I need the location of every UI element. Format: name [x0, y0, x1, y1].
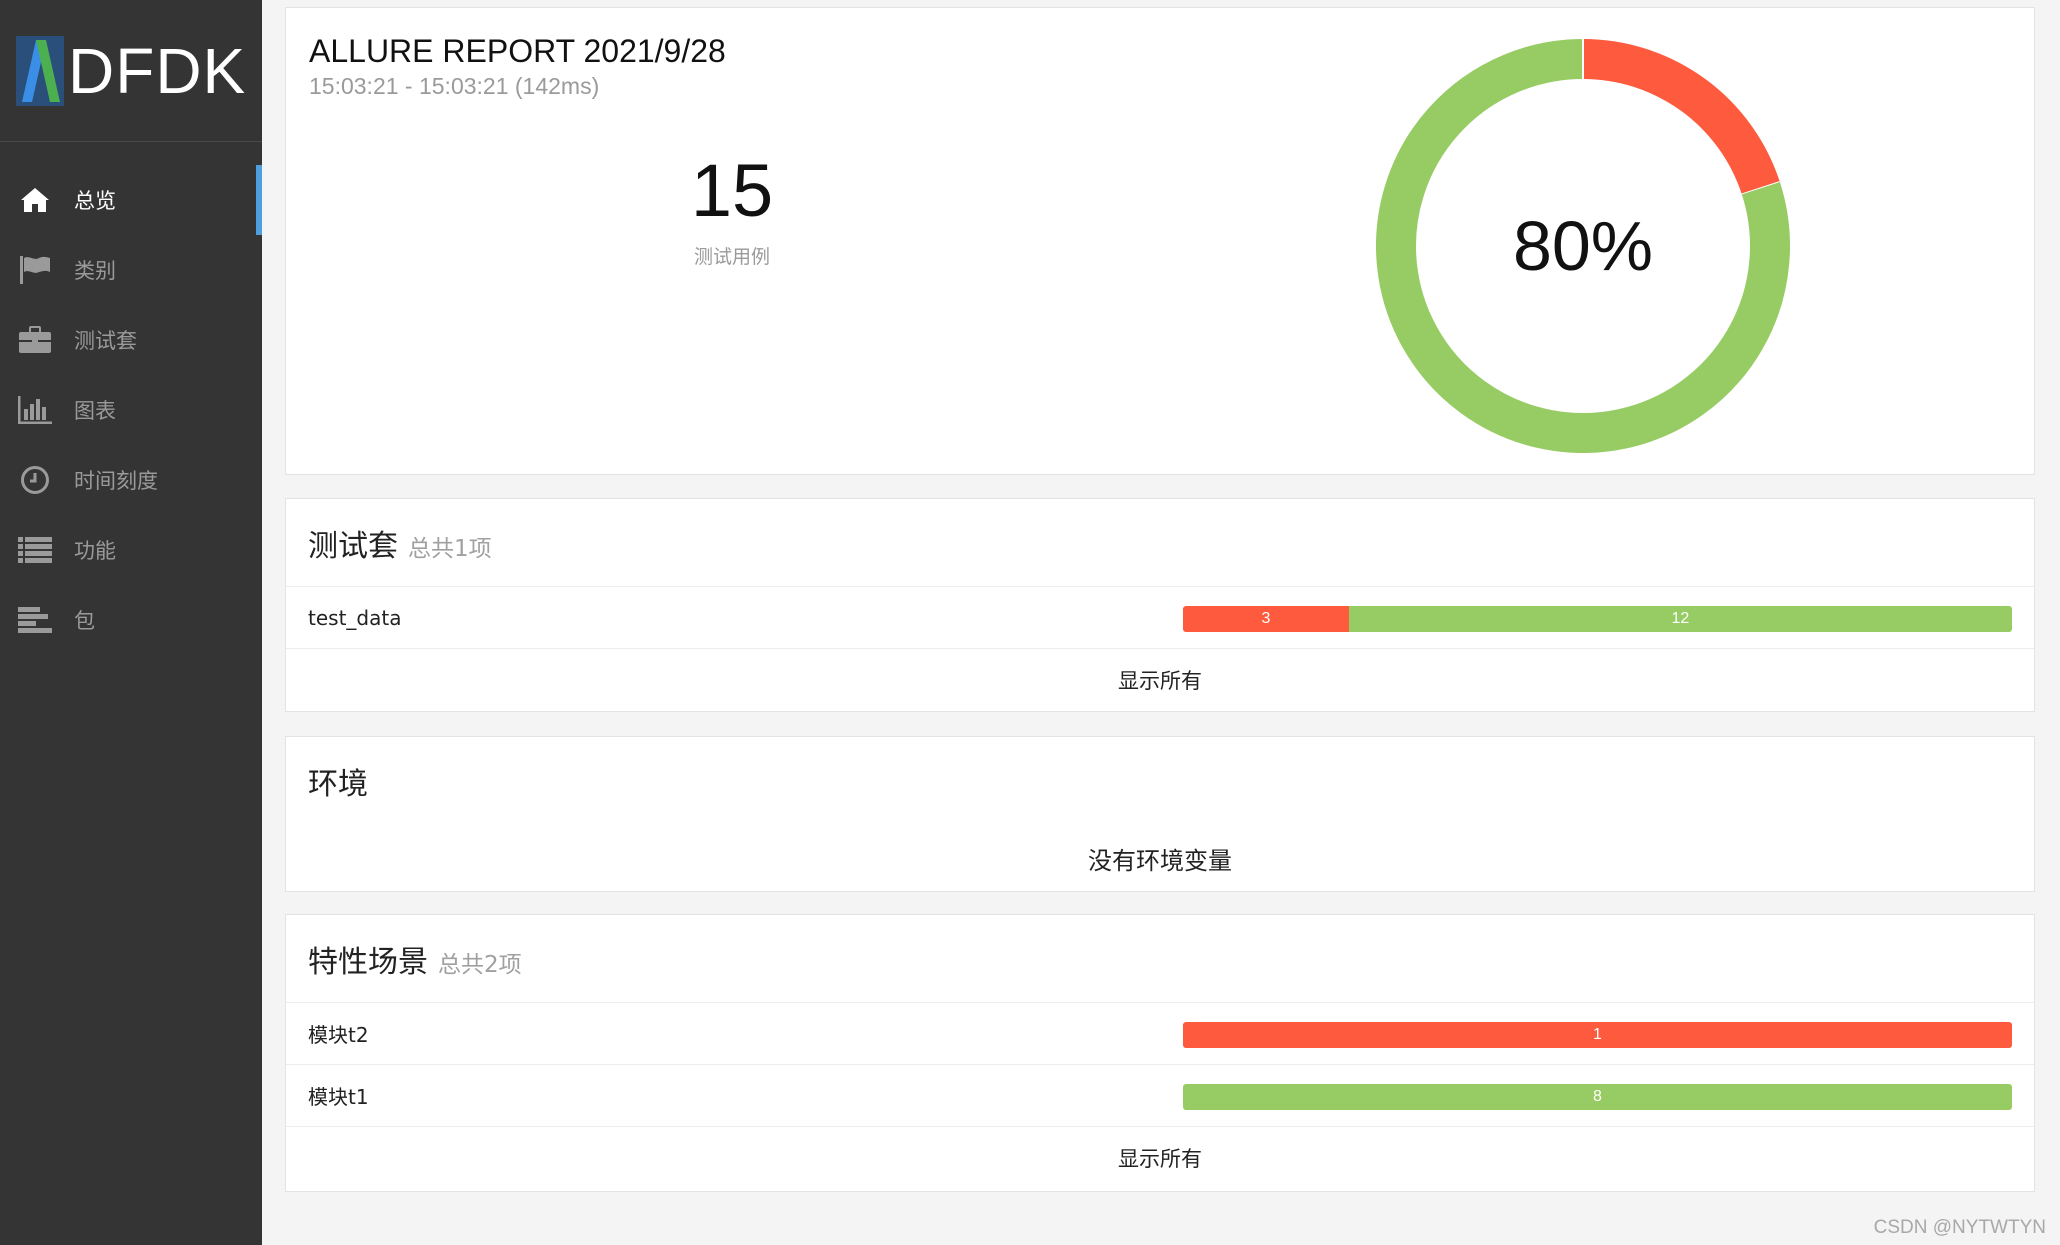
feature-name: 模块t2 — [308, 1023, 369, 1047]
table-row[interactable]: test_data 3 12 — [286, 587, 2034, 649]
donut-passed-arc[interactable] — [1376, 39, 1790, 453]
feature-name: 模块t1 — [308, 1085, 369, 1109]
table-row[interactable]: 模块t1 8 — [286, 1065, 2034, 1127]
suites-title: 测试套 — [308, 528, 398, 564]
home-icon — [18, 183, 52, 217]
sidebar-item-overview[interactable]: 总览 — [0, 165, 262, 235]
failed-segment: 1 — [1183, 1022, 2012, 1048]
features-title: 特性场景 — [308, 944, 428, 980]
sidebar-item-suites[interactable]: 测试套 — [0, 305, 262, 375]
sidebar-item-categories[interactable]: 类别 — [0, 235, 262, 305]
sidebar-item-label: 类别 — [74, 259, 116, 283]
suite-name: test_data — [308, 605, 402, 630]
success-rate-label: 80% — [1513, 207, 1653, 285]
briefcase-icon — [18, 323, 52, 357]
sidebar-item-label: 时间刻度 — [74, 469, 158, 493]
align-left-icon — [18, 603, 52, 637]
suites-count: 总共1项 — [408, 535, 492, 562]
sidebar-nav: 总览 类别 测试套 — [0, 165, 262, 655]
sidebar-item-behaviors[interactable]: 功能 — [0, 515, 262, 585]
donut-failed-arc[interactable] — [1582, 39, 1780, 195]
suites-panel: 测试套 总共1项 test_data 3 12 显示所有 — [285, 498, 2035, 712]
environment-empty-message: 没有环境变量 — [1088, 847, 1232, 875]
clock-icon — [18, 463, 52, 497]
feature-status-bar[interactable]: 1 — [1183, 1022, 2012, 1048]
report-title: ALLURE REPORT 2021/9/28 — [309, 33, 726, 69]
features-show-all-link[interactable]: 显示所有 — [1118, 1147, 1202, 1171]
features-header: 特性场景 总共2项 — [286, 915, 2034, 1003]
environment-panel: 环境 没有环境变量 — [285, 736, 2035, 892]
sidebar-item-label: 总览 — [74, 189, 116, 213]
sidebar-item-label: 功能 — [74, 539, 116, 563]
failed-segment: 3 — [1183, 606, 1349, 632]
passed-segment: 12 — [1348, 606, 2012, 632]
testcase-label: 测试用例 — [693, 246, 770, 268]
success-rate-donut[interactable]: 80% — [1376, 39, 1790, 453]
testcase-count: 15 — [690, 149, 774, 232]
brand-logo-icon — [16, 35, 64, 106]
suite-status-bar[interactable]: 3 12 — [1183, 606, 2012, 632]
sidebar-item-label: 图表 — [74, 399, 116, 423]
flag-icon — [18, 253, 52, 287]
sidebar-item-label: 测试套 — [74, 329, 137, 353]
features-count: 总共2项 — [438, 951, 522, 978]
feature-status-bar[interactable]: 8 — [1183, 1084, 2012, 1110]
table-row[interactable]: 模块t2 1 — [286, 1003, 2034, 1065]
brand-name: DFDK — [68, 34, 247, 107]
sidebar-item-label: 包 — [74, 609, 95, 633]
sidebar-item-graphs[interactable]: 图表 — [0, 375, 262, 445]
passed-segment: 8 — [1183, 1084, 2012, 1110]
suites-header: 测试套 总共1项 — [286, 499, 2034, 587]
environment-title: 环境 — [308, 767, 368, 802]
environment-header: 环境 — [286, 737, 2034, 825]
features-panel: 特性场景 总共2项 模块t2 1 模块t1 8 显示所有 — [285, 914, 2035, 1192]
report-time-range: 15:03:21 - 15:03:21 (142ms) — [309, 73, 600, 99]
sidebar-item-timeline[interactable]: 时间刻度 — [0, 445, 262, 515]
bar-chart-icon — [18, 393, 52, 427]
sidebar-item-packages[interactable]: 包 — [0, 585, 262, 655]
brand[interactable]: DFDK — [0, 0, 262, 142]
watermark: CSDN @NYTWTYN — [1873, 1217, 2046, 1238]
sidebar: DFDK 总览 类别 — [0, 0, 262, 1245]
list-icon — [18, 533, 52, 567]
suites-show-all-link[interactable]: 显示所有 — [1118, 669, 1202, 693]
summary-panel: ALLURE REPORT 2021/9/28 15:03:21 - 15:03… — [285, 7, 2035, 475]
